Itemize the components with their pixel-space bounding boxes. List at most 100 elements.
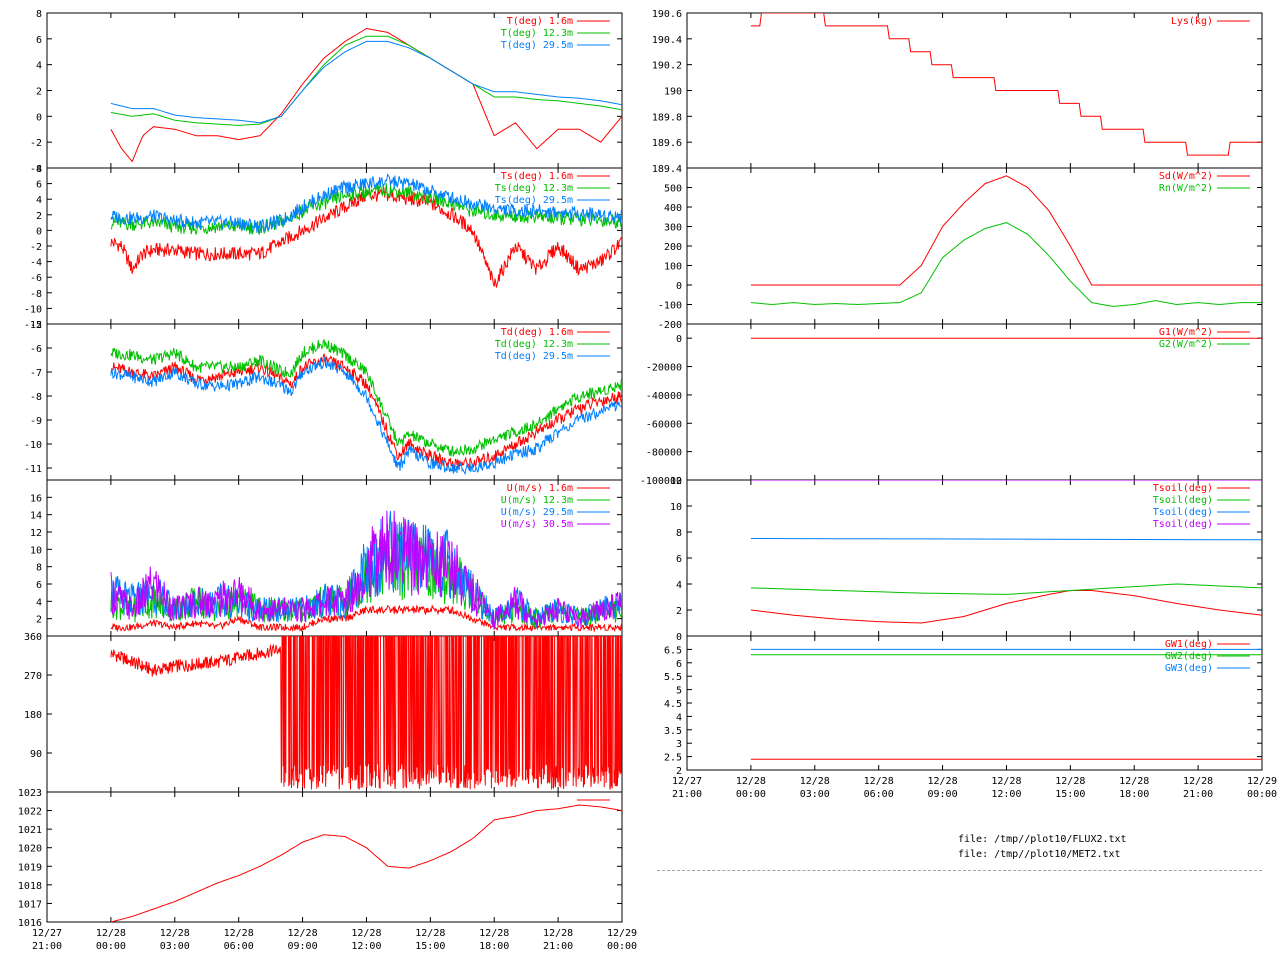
temperature-legend-label: T(deg) 12.3m (501, 28, 573, 39)
xtick-time-label: 18:00 (1119, 789, 1149, 800)
soil-temperature-ytick-label: 12 (670, 476, 682, 487)
wind-speed-ytick-label: 16 (30, 493, 42, 504)
soil-temperature-legend-label: Tsoil(deg) (1153, 519, 1213, 530)
xtick-date-label: 12/28 (224, 928, 254, 939)
dewpoint-ytick-label: -10 (24, 440, 42, 451)
groundwater-legend-label: GW1(deg) (1165, 639, 1213, 650)
soil-temperature-ytick-label: 0 (676, 632, 682, 643)
temperature-ytick-label: 2 (36, 87, 42, 98)
xtick-date-label: 12/28 (1119, 776, 1149, 787)
dewpoint-ytick-label: -9 (30, 416, 42, 427)
surface-temperature-ytick-label: -12 (24, 320, 42, 331)
surface-temperature-ytick-label: 6 (36, 180, 42, 191)
pressure-series-group (110, 804, 622, 922)
groundwater-ytick-label: 6.5 (664, 645, 682, 656)
surface-temperature-ytick-label: 2 (36, 211, 42, 222)
soil-heat-flux-ytick-label: 0 (676, 334, 682, 345)
xtick-time-label: 06:00 (864, 789, 894, 800)
lysimeter-panel: 190.6 190.4 190.2 190 189.8 189.6 189.4 Lys(kg) (652, 9, 1263, 175)
lysimeter-ytick-label: 189.4 (652, 164, 682, 175)
soil-heat-flux-ytick-label: -80000 (646, 448, 682, 459)
xtick-date-label: 12/28 (351, 928, 381, 939)
temperature-series-0 (110, 27, 622, 163)
groundwater-ytick-label: 4 (676, 712, 682, 723)
soil-heat-flux-series-group (750, 337, 1262, 480)
pressure-ytick-label: 1022 (18, 807, 42, 818)
xtick-date-label: 12/28 (736, 776, 766, 787)
xtick-date-label: 12/28 (1183, 776, 1213, 787)
dewpoint-ytick-label: -7 (30, 368, 42, 379)
xtick-time-label: 09:00 (288, 941, 318, 952)
xtick-time-label: 15:00 (415, 941, 445, 952)
flux-file-label: file: /tmp//plot10/FLUX2.txt (958, 834, 1127, 845)
wind-speed-legend-label: U(m/s) 1.6m (507, 483, 573, 494)
surface-temperature-ytick-label: -8 (30, 289, 42, 300)
soil-heat-flux-legend-label: G2(W/m^2) (1159, 339, 1213, 350)
wind-direction-ytick-label: 360 (24, 632, 42, 643)
lysimeter-series-group (750, 13, 1262, 156)
soil-heat-flux-ytick-label: -20000 (646, 363, 682, 374)
wind-speed-ytick-label: 2 (36, 615, 42, 626)
wind-speed-ytick-label: 14 (30, 511, 42, 522)
groundwater-ytick-label: 2 (676, 766, 682, 777)
radiation-series-group (750, 175, 1262, 307)
xtick-time-label: 00:00 (736, 789, 766, 800)
xtick-date-label: 12/28 (415, 928, 445, 939)
separator-line (657, 870, 1262, 871)
wind-direction-ytick-label: 180 (24, 710, 42, 721)
pressure-series-0 (110, 804, 622, 922)
radiation-legend-label: Rn(W/m^2) (1159, 183, 1213, 194)
xtick-date-label: 12/27 (32, 928, 62, 939)
surface-temperature-ytick-label: -6 (30, 273, 42, 284)
radiation-series-0 (750, 175, 1262, 286)
surface-temperature-ytick-label: 0 (36, 226, 42, 237)
pressure-ytick-label: 1023 (18, 788, 42, 799)
wind-speed-ytick-label: 8 (36, 563, 42, 574)
wind-speed-ytick-label: 10 (30, 545, 42, 556)
wind-speed-legend-label: U(m/s) 12.3m (501, 495, 573, 506)
groundwater-ytick-label: 4.5 (664, 699, 682, 710)
xtick-date-label: 12/28 (864, 776, 894, 787)
xtick-time-label: 12:00 (351, 941, 381, 952)
soil-temperature-ytick-label: 4 (676, 580, 682, 591)
groundwater-series-group (750, 648, 1262, 760)
temperature-ytick-label: -4 (30, 164, 42, 175)
xtick-time-label: 00:00 (1247, 789, 1277, 800)
wind-direction-ytick-label: 90 (30, 749, 42, 760)
radiation-ytick-label: 0 (676, 281, 682, 292)
xtick-date-label: 12/28 (928, 776, 958, 787)
radiation-ytick-label: 200 (664, 242, 682, 253)
dewpoint-ytick-label: -11 (24, 464, 42, 475)
soil-temperature-ytick-label: 8 (676, 528, 682, 539)
groundwater-ytick-label: 3.5 (664, 726, 682, 737)
surface-temperature-ytick-label: 8 (36, 164, 42, 175)
wind-direction-ytick-label: 270 (24, 671, 42, 682)
dewpoint-ytick-label: -5 (30, 320, 42, 331)
xtick-time-label: 12:00 (991, 789, 1021, 800)
dewpoint-series-1 (110, 339, 622, 457)
radiation-panel: 500 400 300 200 100 0 -100 -200 Sd(W/m^2)Rn(W/m^… (658, 167, 1263, 331)
lysimeter-series-0 (750, 13, 1262, 156)
wind-direction-series-group (110, 636, 622, 790)
dewpoint-legend-label: Td(deg) 12.3m (495, 339, 573, 350)
xtick-date-label: 12/28 (991, 776, 1021, 787)
dewpoint-ytick-label: -8 (30, 392, 42, 403)
xtick-time-label: 00:00 (607, 941, 637, 952)
soil-heat-flux-ytick-label: -60000 (646, 419, 682, 430)
soil-temperature-legend-label: Tsoil(deg) (1153, 495, 1213, 506)
lysimeter-ytick-label: 190.2 (652, 61, 682, 72)
radiation-legend-label: Sd(W/m^2) (1159, 171, 1213, 182)
xtick-date-label: 12/28 (288, 928, 318, 939)
groundwater-ytick-label: 3 (676, 739, 682, 750)
pressure-ytick-label: 1018 (18, 881, 42, 892)
soil-temperature-ytick-label: 10 (670, 502, 682, 513)
soil-heat-flux-panel: 0 -20000 -40000 -60000 -80000 -100000 G1(W/m^2… (640, 323, 1263, 487)
xtick-date-label: 12/29 (1247, 776, 1277, 787)
soil-temperature-legend-label: Tsoil(deg) (1153, 507, 1213, 518)
xtick-date-label: 12/28 (1055, 776, 1085, 787)
radiation-series-1 (750, 222, 1262, 307)
soil-temperature-panel: 121086420Tsoil(deg)Tsoil(deg)Tsoil(deg)T… (670, 476, 1263, 643)
xtick-time-label: 03:00 (160, 941, 190, 952)
